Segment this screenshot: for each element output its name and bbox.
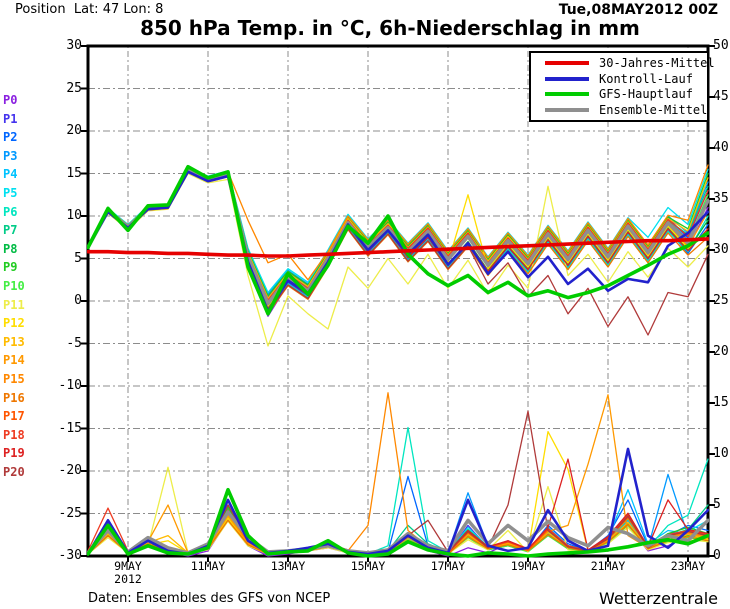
x-tick-label: 23MAY <box>670 559 706 573</box>
member-label-P10: P10 <box>3 279 25 293</box>
ensmean-line-swatch <box>545 107 589 112</box>
plot-border <box>86 44 710 558</box>
y-right-tick-label: 10 <box>713 446 729 461</box>
y-left-tick-label: 20 <box>66 123 82 138</box>
x-tick-label: 17MAY <box>430 559 466 573</box>
y-right-tick-label: 25 <box>713 293 729 308</box>
legend-row-ensmean: Ensemble-Mittel <box>531 102 707 117</box>
control-line-swatch <box>545 76 589 81</box>
legend-box: 30-Jahres-Mittel Kontroll-Lauf GFS-Haupt… <box>529 51 715 122</box>
y-right-tick-label: 50 <box>713 38 729 53</box>
x-tick-label: 19MAY <box>510 559 546 573</box>
member-label-P0: P0 <box>3 93 18 107</box>
legend-row-mainrun: GFS-Hauptlauf <box>531 87 707 102</box>
legend-label-mainrun: GFS-Hauptlauf <box>599 87 693 102</box>
member-label-P1: P1 <box>3 111 18 126</box>
member-label-P12: P12 <box>3 316 25 331</box>
y-right-tick-label: 30 <box>713 242 729 257</box>
x-tick-year-label: 2012 <box>114 572 142 586</box>
member-label-P5: P5 <box>3 186 18 200</box>
y-left-tick-label: -15 <box>58 420 82 436</box>
x-tick-label: 9MAY <box>114 559 142 573</box>
member-label-P3: P3 <box>3 148 18 163</box>
member-label-P8: P8 <box>3 241 18 256</box>
wetterzentrale-brand: Wetterzentrale <box>598 589 718 608</box>
temp-line-GFS-Hauptlauf <box>87 164 709 316</box>
member-label-P19: P19 <box>3 446 25 461</box>
member-label-P14: P14 <box>3 353 25 368</box>
legend-label-ensmean: Ensemble-Mittel <box>599 102 708 117</box>
legend-row-control: Kontroll-Lauf <box>531 71 707 86</box>
member-label-P9: P9 <box>3 260 18 275</box>
member-label-P17: P17 <box>3 409 25 424</box>
member-label-P20: P20 <box>3 465 25 479</box>
temp-line-30-Jahres-Mittel <box>87 237 709 258</box>
y-left-tick-label: -20 <box>58 463 82 478</box>
legend-label-control: Kontroll-Lauf <box>599 71 693 86</box>
member-label-P11: P11 <box>3 297 25 312</box>
x-tick-label: 11MAY <box>190 559 226 573</box>
y-right-tick-label: 45 <box>713 89 729 104</box>
y-left-tick-label: 30 <box>66 38 82 53</box>
y-right-tick-label: 35 <box>713 191 729 206</box>
member-label-P16: P16 <box>3 390 25 405</box>
legend-label-climate: 30-Jahres-Mittel <box>599 56 715 71</box>
member-label-P4: P4 <box>3 167 18 182</box>
x-tick-label: 13MAY <box>270 559 306 573</box>
y-left-tick-label: 25 <box>66 80 82 96</box>
run-datetime: Tue,08MAY2012 00Z <box>558 2 718 18</box>
member-label-P7: P7 <box>3 223 18 238</box>
x-tick-label: 15MAY <box>350 559 386 573</box>
temp-line-Ensemble-Mittel <box>87 168 709 306</box>
position-label: Position Lat: 47 Lon: 8 <box>15 2 164 17</box>
member-label-P18: P18 <box>3 427 25 442</box>
x-tick-label: 21MAY <box>590 559 626 573</box>
climate-line-swatch <box>545 61 589 66</box>
y-left-tick-label: 5 <box>74 250 82 266</box>
member-label-P15: P15 <box>3 372 25 386</box>
mainrun-line-swatch <box>545 92 589 97</box>
y-right-tick-label: 20 <box>713 344 729 359</box>
member-label-P6: P6 <box>3 204 18 219</box>
y-left-tick-label: -30 <box>58 548 82 563</box>
temp-line-P11 <box>87 172 709 347</box>
y-right-tick-label: 15 <box>713 395 729 410</box>
y-right-tick-label: 5 <box>713 497 721 512</box>
legend-row-climate: 30-Jahres-Mittel <box>531 56 715 71</box>
member-label-P13: P13 <box>3 334 25 349</box>
precip-line-GFS-Hauptlauf <box>87 487 709 558</box>
y-right-tick-label: 0 <box>713 548 721 563</box>
y-left-tick-label: -10 <box>58 378 82 393</box>
y-left-tick-label: 0 <box>74 293 82 308</box>
y-right-tick-label: 40 <box>713 140 729 155</box>
member-label-P2: P2 <box>3 130 18 145</box>
data-source-label: Daten: Ensembles des GFS von NCEP <box>88 591 331 606</box>
y-left-tick-label: -5 <box>66 335 82 351</box>
y-left-tick-label: -25 <box>58 505 82 521</box>
y-left-tick-label: 15 <box>66 165 82 181</box>
y-left-tick-label: 10 <box>66 208 82 223</box>
chart-title: 850 hPa Temp. in °C, 6h-Niederschlag in … <box>140 16 640 40</box>
